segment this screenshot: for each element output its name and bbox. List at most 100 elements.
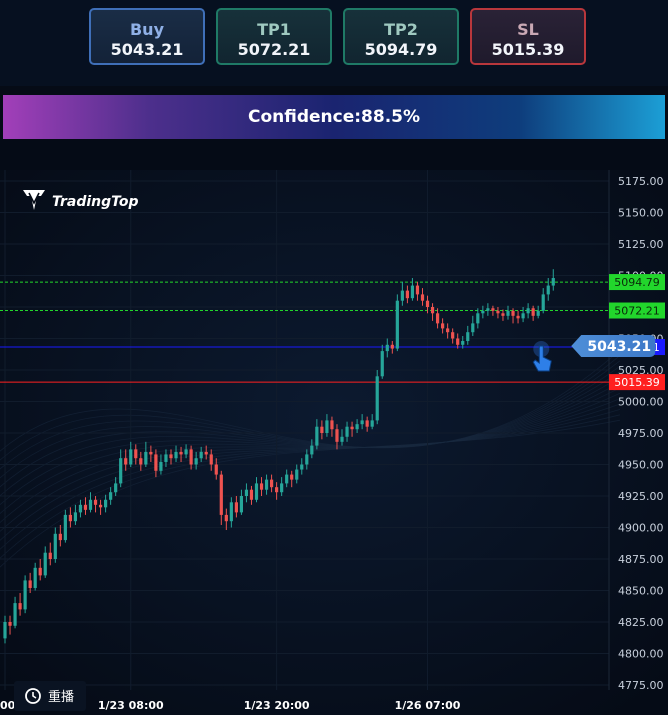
wave-line [0,419,621,568]
candle [58,524,62,547]
candle [531,305,535,321]
candle-body [456,338,460,345]
candle [521,307,525,323]
x-tick-label: 1/26 07:00 [395,699,461,712]
candle-body [249,489,254,500]
candle [280,477,284,496]
signal-header: Buy 5043.21 TP1 5072.21 TP2 5094.79 SL 5… [0,0,668,86]
candle-body [315,426,319,446]
candle-body [114,483,118,493]
candle [350,421,354,437]
replay-button[interactable]: 重播 [14,681,86,711]
sl-value: 5015.39 [491,40,565,59]
candle [259,477,264,496]
candlestick-chart[interactable]: 5175.005150.005125.005100.005075.005050.… [0,170,668,715]
candle-body [285,474,289,484]
candles [3,269,555,644]
candle-body [28,580,32,588]
candle [476,308,480,329]
candle [466,325,470,345]
candle-body [58,533,62,541]
candle-body [83,504,88,510]
candle [400,281,404,306]
sl-card: SL 5015.39 [470,8,586,65]
candle-body [415,285,420,295]
candle-body [159,461,163,471]
candle [320,420,324,440]
candle-body [254,483,259,500]
price-tag-tp1 [609,302,665,319]
candle [3,615,7,644]
y-tick-label: 5175.00 [618,175,664,188]
candle [119,449,123,488]
candle [53,527,57,563]
candle-body [370,420,374,427]
candle-body [139,458,143,465]
candle [48,542,52,566]
price-tag-label: 5015.39 [614,376,660,389]
candle [446,323,450,339]
candle-body [486,308,490,311]
wave-line [0,382,621,506]
candle [194,451,198,470]
candle [420,288,425,306]
candle-body [425,300,430,307]
candle-body [209,454,213,465]
candle [264,474,269,495]
candle-body [214,464,218,475]
candle-body [154,454,158,471]
candle-body [189,449,193,465]
candle-body [506,310,510,316]
candle-body [269,479,274,488]
candle [481,305,485,319]
candle-body [350,426,354,430]
candle [471,315,475,336]
candle [496,307,500,319]
candle [104,494,108,513]
candle-body [395,300,399,349]
candle-body [149,451,153,455]
candle-body [169,454,173,459]
candle [239,489,244,515]
candle-body [365,420,369,427]
candle-body [219,474,223,515]
candle [390,341,394,354]
y-tick-label: 5125.00 [618,238,664,251]
candle [275,482,279,500]
candle-body [531,308,535,316]
candle-body [446,328,450,333]
tp1-value: 5072.21 [237,40,311,59]
candle [134,444,138,465]
candle [345,421,349,442]
candle-body [194,458,198,465]
candle [285,469,289,488]
candle-body [405,290,409,299]
candle [219,470,223,525]
x-tick-label: 1/23 20:00 [244,699,310,712]
candle-body [88,499,93,510]
candle [209,449,213,471]
entry-price-pill-label: 5043.21 [587,339,651,355]
candle [144,441,148,468]
candle-body [68,514,72,522]
candle-body [410,285,415,299]
confidence-text: Confidence:88.5% [247,107,421,127]
candle [184,444,188,459]
candle [380,344,384,379]
tradingtop-logo-icon [23,190,45,210]
candle [114,477,118,496]
y-tick-label: 4775.00 [618,679,664,692]
candle-body [48,552,52,559]
candle [189,445,193,470]
candle [249,485,254,505]
candle-body [129,449,133,465]
candle [375,370,379,425]
candle [410,278,415,301]
price-tag-label: 5072.21 [614,305,660,318]
candle-body [259,483,264,490]
candle [451,328,455,344]
candle [355,419,359,433]
candle [88,492,93,513]
candle [430,303,435,321]
candle [139,451,143,471]
